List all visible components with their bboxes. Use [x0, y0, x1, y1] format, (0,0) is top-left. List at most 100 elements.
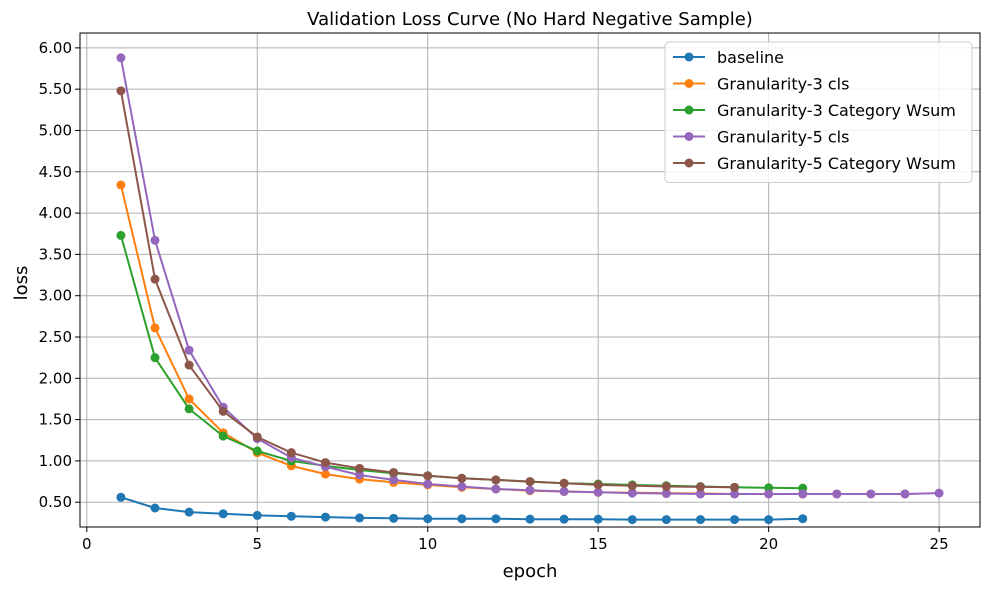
data-point: [491, 475, 501, 485]
data-point: [150, 235, 160, 245]
data-point: [593, 514, 603, 524]
y-tick-label: 0.50: [39, 493, 72, 511]
y-tick-label: 2.50: [39, 328, 72, 346]
data-point: [798, 514, 808, 524]
data-point: [627, 515, 637, 525]
data-point: [627, 481, 637, 491]
legend: baseline Granularity-3 cls Granularity-3 C…: [664, 41, 973, 183]
data-point: [286, 511, 296, 521]
data-point: [934, 488, 944, 498]
data-point: [491, 484, 501, 494]
data-point: [355, 470, 365, 480]
x-tick-label: 25: [930, 535, 949, 553]
data-point: [730, 515, 740, 525]
data-point: [184, 507, 194, 517]
data-point: [832, 489, 842, 499]
legend-label: Granularity-5 cls: [717, 128, 849, 147]
data-point: [695, 482, 705, 492]
y-tick-label: 3.00: [39, 287, 72, 305]
x-axis-label: epoch: [503, 561, 558, 582]
data-point: [184, 394, 194, 404]
x-tick-label: 15: [589, 535, 608, 553]
data-point: [116, 53, 126, 63]
legend-label: Granularity-5 Category Wsum: [717, 154, 956, 173]
data-point: [457, 482, 467, 492]
data-point: [389, 513, 399, 523]
data-point: [184, 345, 194, 355]
data-point: [252, 432, 262, 442]
series-lines: [116, 53, 944, 525]
y-axis-label: loss: [11, 266, 32, 301]
series-0: [116, 492, 808, 525]
data-point: [695, 515, 705, 525]
data-point: [730, 489, 740, 499]
data-point: [184, 404, 194, 414]
data-point: [252, 510, 262, 520]
y-tick-label: 6.00: [39, 39, 72, 57]
data-point: [866, 489, 876, 499]
data-point: [525, 514, 535, 524]
series-4: [116, 86, 740, 492]
y-tick-label: 1.50: [39, 411, 72, 429]
legend-label: Granularity-3 Category Wsum: [717, 101, 956, 120]
grid-lines: [80, 33, 980, 527]
legend-item: Granularity-5 cls: [673, 128, 849, 147]
data-point: [423, 479, 433, 489]
data-point: [764, 483, 774, 493]
data-point: [525, 485, 535, 495]
y-tick-label: 5.00: [39, 121, 72, 139]
data-point: [695, 489, 705, 499]
y-tick-label: 3.50: [39, 245, 72, 263]
data-point: [525, 477, 535, 487]
data-point: [764, 515, 774, 525]
legend-swatch-marker: [684, 132, 694, 141]
data-point: [355, 463, 365, 473]
x-tick-label: 0: [82, 535, 92, 553]
data-point: [730, 482, 740, 492]
data-point: [116, 86, 126, 96]
y-tick-label: 4.00: [39, 204, 72, 222]
data-point: [559, 486, 569, 496]
data-point: [116, 492, 126, 502]
legend-label: baseline: [717, 48, 784, 67]
data-point: [764, 489, 774, 499]
data-point: [627, 488, 637, 498]
data-point: [593, 480, 603, 490]
data-point: [184, 360, 194, 370]
data-point: [559, 514, 569, 524]
x-tick-label: 10: [418, 535, 437, 553]
data-point: [661, 489, 671, 499]
legend-item: Granularity-3 Category Wsum: [673, 101, 956, 120]
x-tick-label: 20: [759, 535, 778, 553]
data-point: [559, 478, 569, 488]
y-tick-label: 1.00: [39, 452, 72, 470]
axis-ticks: 0 5 10 15 20 25 0.50 1.00 1.50 2.00 2.50 3.00 3.50 4.…: [39, 39, 949, 553]
data-point: [900, 489, 910, 499]
data-point: [320, 458, 330, 468]
y-tick-label: 4.50: [39, 163, 72, 181]
data-point: [661, 515, 671, 525]
legend-item: Granularity-3 cls: [673, 75, 849, 94]
data-point: [491, 514, 501, 524]
data-point: [218, 406, 228, 416]
data-point: [252, 446, 262, 456]
data-point: [218, 431, 228, 441]
legend-swatch-marker: [684, 158, 694, 168]
legend-box: [664, 41, 973, 183]
data-point: [150, 274, 160, 284]
data-point: [150, 323, 160, 333]
data-point: [389, 467, 399, 477]
data-point: [150, 353, 160, 363]
data-point: [593, 487, 603, 497]
legend-swatch-marker: [684, 105, 694, 115]
y-tick-label: 2.00: [39, 369, 72, 387]
data-point: [389, 475, 399, 485]
data-point: [423, 514, 433, 524]
legend-swatch-marker: [684, 52, 694, 62]
data-point: [355, 513, 365, 523]
data-point: [423, 471, 433, 481]
plot-frame: [79, 32, 981, 528]
data-point: [116, 230, 126, 240]
